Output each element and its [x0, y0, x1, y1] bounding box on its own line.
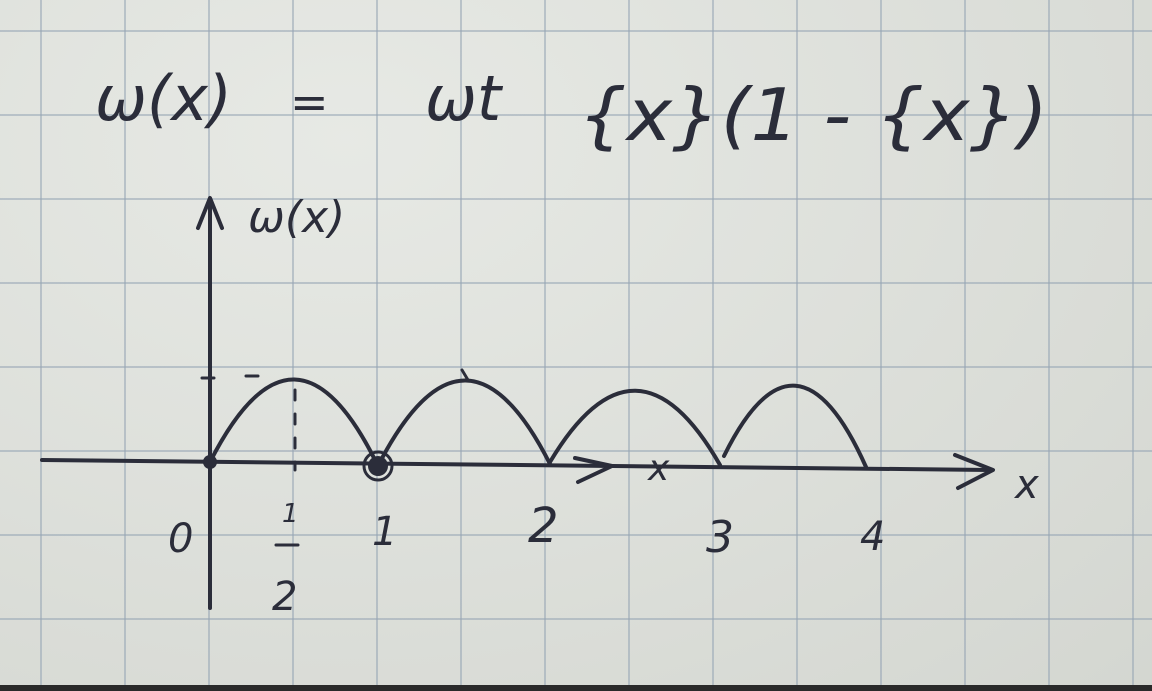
x-axis-secondary-arrowhead [573, 456, 614, 484]
tick-label-0: 0 [168, 516, 193, 562]
formula-rhs-prefix: ωt [425, 62, 504, 135]
arc-0-1 [208, 377, 380, 468]
arc-1-2 [378, 378, 552, 466]
x-axis-marker-label: x [647, 448, 670, 489]
arc-2-3 [548, 388, 722, 467]
x-axis [40, 458, 992, 472]
tick-label-3: 3 [706, 512, 734, 563]
x-axis-arrowhead [953, 453, 995, 490]
origin-point [203, 455, 217, 469]
x-axis-label: x [1013, 462, 1039, 508]
tick-label-half-denominator: 2 [272, 574, 297, 620]
y-axis-label: ω(x) [248, 192, 345, 243]
tick-label-1: 1 [372, 509, 397, 555]
peak-tick-2 [460, 368, 470, 382]
arc-3-4 [722, 383, 868, 469]
tick-label-2: 2 [528, 498, 559, 554]
formula-equals: = [290, 75, 329, 129]
y-axis-arrowhead [196, 196, 224, 230]
point-one-ring [362, 450, 394, 482]
tick-label-half-numerator: 1 [282, 499, 299, 529]
formula-rhs-body: {x}(1 - {x}) [578, 73, 1048, 157]
tick-label-4: 4 [860, 514, 885, 560]
point-one [368, 456, 388, 476]
formula-lhs: ω(x) [95, 62, 232, 135]
